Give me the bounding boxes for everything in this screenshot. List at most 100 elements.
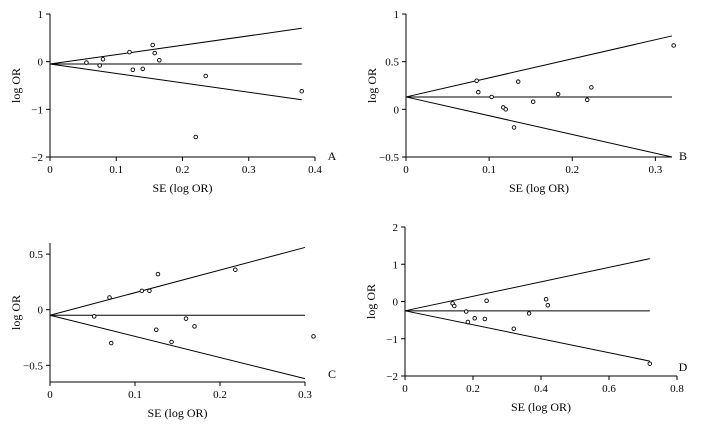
study-point (555, 91, 561, 97)
study-point (503, 107, 509, 112)
y-axis-label: log OR (364, 284, 378, 319)
study-point (155, 271, 161, 277)
study-point (647, 361, 653, 366)
study-point (452, 303, 457, 309)
x-tick-label: 0.1 (482, 164, 496, 176)
study-point (511, 125, 517, 130)
upper-confidence-line (49, 246, 306, 316)
study-point (515, 79, 521, 84)
study-point (465, 319, 471, 325)
study-point (150, 42, 155, 48)
upper-confidence-line (49, 27, 302, 65)
y-tick-label: 0 (38, 57, 44, 69)
study-point (311, 334, 316, 339)
study-point (671, 43, 676, 48)
study-point (584, 97, 590, 103)
study-point (147, 288, 152, 294)
study-point (108, 340, 114, 346)
study-point (545, 302, 551, 308)
x-tick-label: 0 (403, 164, 409, 176)
panel-letter: A (328, 149, 337, 163)
lower-confidence-line (405, 96, 673, 158)
x-tick-label: 0.3 (298, 389, 312, 401)
panel-letter: C (328, 367, 336, 381)
study-point (140, 66, 145, 72)
study-point (489, 94, 494, 100)
y-tick-label: −0.5 (23, 360, 43, 372)
y-tick-label: 0.5 (385, 57, 399, 69)
x-axis-label: SE (log OR) (153, 181, 213, 195)
funnel-plot-panel-a: 0 0.1 0.2 0.3 0.4 1 0 −1 −2 SE (log OR) log OR A (9, 9, 337, 195)
study-point (476, 89, 481, 95)
y-tick-label: 0 (393, 297, 399, 309)
study-point (233, 267, 238, 272)
study-point (97, 63, 102, 68)
study-point (152, 50, 157, 56)
y-tick-label: 0.5 (29, 249, 43, 261)
x-tick-label: 0 (47, 389, 53, 401)
x-tick-label: 0 (47, 164, 53, 176)
study-point (299, 88, 305, 94)
y-tick-label: −1 (31, 104, 43, 116)
panel-letter: D (679, 360, 688, 374)
study-point (130, 67, 136, 73)
study-point (474, 78, 479, 83)
study-point (91, 314, 97, 319)
study-point (169, 339, 174, 345)
study-point (589, 85, 594, 90)
x-tick-label: 0.8 (670, 383, 684, 395)
x-tick-label: 0 (402, 383, 408, 395)
study-point (203, 73, 208, 79)
x-tick-label: 0.2 (213, 389, 227, 401)
y-tick-label: −2 (31, 152, 43, 164)
study-point (183, 316, 189, 321)
x-axis-label: SE (log OR) (509, 181, 569, 195)
lower-confidence-line (49, 63, 302, 101)
y-axis-label: log OR (365, 68, 379, 103)
study-point (192, 324, 197, 329)
y-tick-label: 1 (394, 9, 400, 21)
x-tick-label: 0.4 (308, 164, 322, 176)
funnel-plot-panel-b: 0 0.1 0.2 0.3 1 0.5 0 −0.5 SE (log OR) log OR B (365, 9, 687, 195)
x-tick-label: 0.3 (242, 164, 256, 176)
study-point (530, 99, 536, 104)
y-tick-label: −0.5 (379, 152, 399, 164)
study-point (107, 295, 112, 300)
x-axis-label: SE (log OR) (148, 406, 208, 420)
study-point (84, 60, 89, 65)
x-axis-label: SE (log OR) (511, 400, 571, 414)
y-tick-label: −1 (386, 334, 398, 346)
study-point (463, 309, 469, 314)
study-point (153, 327, 159, 332)
funnel-plot-panel-c: 0 0.1 0.2 0.3 0.5 0 −0.5 SE (log OR) log OR C (9, 243, 336, 420)
study-point (511, 326, 517, 331)
y-tick-label: 1 (393, 259, 399, 271)
study-point (484, 298, 489, 304)
y-tick-label: −2 (386, 371, 398, 383)
y-axis-label: log OR (9, 295, 23, 330)
x-tick-label: 0.2 (176, 164, 190, 176)
study-point (543, 297, 549, 302)
y-tick-label: 0 (38, 305, 44, 317)
lower-confidence-line (404, 310, 650, 362)
y-tick-label: 2 (393, 222, 399, 234)
y-tick-label: 1 (38, 9, 44, 21)
x-tick-label: 0.2 (466, 383, 480, 395)
y-tick-label: 0 (394, 104, 400, 116)
study-point (482, 316, 488, 322)
upper-confidence-line (405, 35, 673, 98)
study-point (139, 288, 145, 294)
study-point (100, 57, 106, 62)
y-axis-label: log OR (9, 68, 23, 103)
study-point (526, 311, 532, 316)
study-point (127, 49, 132, 55)
study-point (472, 316, 477, 321)
study-point (193, 134, 198, 140)
x-tick-label: 0.3 (649, 164, 663, 176)
upper-confidence-line (404, 258, 650, 312)
x-tick-label: 0.1 (109, 164, 123, 176)
x-tick-label: 0.6 (602, 383, 616, 395)
study-point (157, 57, 162, 63)
x-tick-label: 0.4 (534, 383, 548, 395)
